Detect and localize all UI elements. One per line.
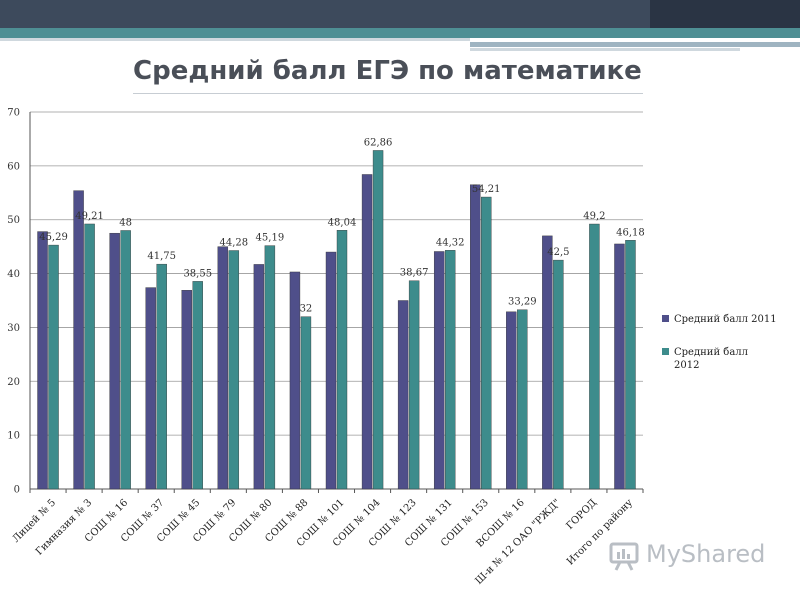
bar-2011 <box>37 231 48 490</box>
title-underline <box>133 93 643 94</box>
data-label: 44,32 <box>436 237 465 248</box>
bar-2011 <box>506 311 517 490</box>
bar-2011 <box>109 232 120 490</box>
header-bar-dark <box>0 0 800 28</box>
decor-line <box>0 38 470 41</box>
data-label: 44,28 <box>220 238 249 249</box>
bar-2012 <box>192 281 203 490</box>
bar-2011 <box>145 287 156 490</box>
bar-2012 <box>589 223 600 490</box>
y-tick-label: 20 <box>7 377 20 388</box>
category-label: ГОРОД <box>564 497 599 532</box>
bar-2011 <box>181 290 192 490</box>
bar-2012 <box>408 280 420 490</box>
data-label: 32 <box>300 304 313 315</box>
data-label: 48 <box>119 217 132 228</box>
y-tick-label: 70 <box>7 108 20 119</box>
data-label: 54,21 <box>472 184 501 195</box>
data-label: 33,29 <box>508 297 537 308</box>
slide-title: Средний балл ЕГЭ по математике <box>133 56 642 86</box>
y-tick-label: 0 <box>14 485 20 496</box>
bar-2011 <box>217 246 229 490</box>
watermark: MyShared <box>608 538 788 578</box>
data-label: 62,86 <box>364 137 393 148</box>
bar-2011 <box>361 174 373 490</box>
decor-line <box>470 42 800 47</box>
bar-2012 <box>444 250 456 490</box>
header-bar-teal <box>0 28 800 38</box>
data-label: 38,55 <box>183 268 212 279</box>
data-label: 49,2 <box>583 211 605 222</box>
legend-label: 2012 <box>674 360 699 371</box>
decor-line <box>470 48 740 51</box>
data-label: 38,67 <box>400 268 429 279</box>
y-tick-label: 60 <box>7 161 20 172</box>
bar-2012 <box>264 245 276 490</box>
watermark-text: MyShared <box>646 540 766 568</box>
bar-2011 <box>289 271 301 490</box>
bar-2011 <box>470 184 481 490</box>
bar-2012 <box>481 196 492 490</box>
watermark-logo-icon <box>609 542 639 571</box>
bar-2011 <box>614 243 625 490</box>
bar-2012 <box>372 150 384 490</box>
data-label: 49,21 <box>75 211 104 222</box>
legend-label: Средний балл 2011 <box>674 314 777 325</box>
bar-2012 <box>120 230 131 490</box>
bar-2012 <box>228 250 240 490</box>
bar-2012 <box>517 309 528 490</box>
bar-2012 <box>625 240 636 490</box>
data-label: 48,04 <box>328 217 357 228</box>
y-tick-label: 40 <box>7 269 20 280</box>
bar-2012 <box>336 230 348 490</box>
bar-2012 <box>156 263 167 490</box>
bar-2011 <box>253 264 265 490</box>
bar-2011 <box>325 251 337 490</box>
bar-2012 <box>84 223 95 490</box>
header-bar-dark-right <box>650 0 800 28</box>
y-tick-label: 50 <box>7 215 20 226</box>
legend-label: Средний балл <box>674 347 748 358</box>
bar-2012 <box>553 259 564 490</box>
bar-2012 <box>48 244 59 490</box>
bar-2011 <box>73 190 84 490</box>
bar-2012 <box>300 316 312 490</box>
data-label: 46,18 <box>616 227 645 238</box>
bar-2011 <box>397 300 409 490</box>
data-label: 45,29 <box>39 232 68 243</box>
bar-2011 <box>433 251 445 490</box>
legend-swatch <box>662 315 669 322</box>
header-decor-lines <box>0 38 800 54</box>
data-label: 42,5 <box>547 247 569 258</box>
data-label: 41,75 <box>147 251 176 262</box>
bar-2011 <box>542 235 553 490</box>
data-label: 45,19 <box>256 233 285 244</box>
y-tick-label: 30 <box>7 323 20 334</box>
legend-swatch <box>662 348 669 355</box>
y-tick-label: 10 <box>7 431 20 442</box>
